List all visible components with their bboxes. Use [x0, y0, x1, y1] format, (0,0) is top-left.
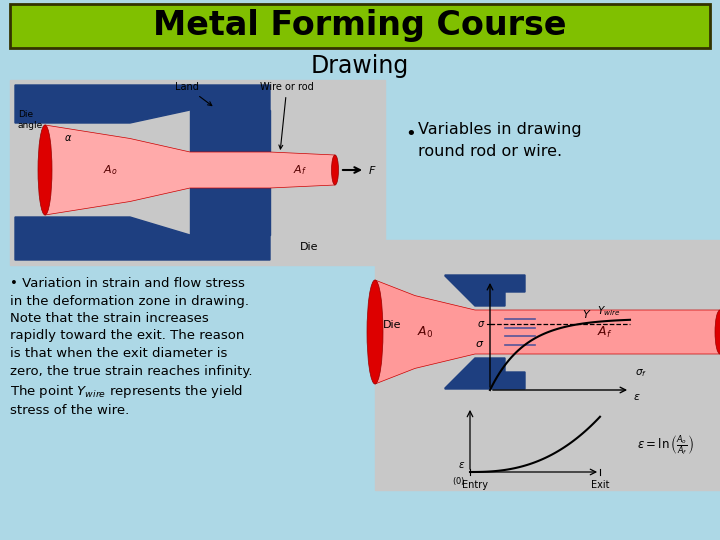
Text: •: • — [405, 125, 415, 143]
Text: $Y_{wire}$: $Y_{wire}$ — [597, 304, 620, 318]
Text: $\alpha$: $\alpha$ — [64, 133, 72, 143]
Ellipse shape — [38, 125, 52, 215]
Polygon shape — [190, 110, 270, 153]
Text: Entry: Entry — [462, 480, 488, 490]
Text: Wire or rod: Wire or rod — [260, 82, 314, 149]
Ellipse shape — [715, 310, 720, 354]
Text: $A_o$: $A_o$ — [103, 163, 117, 177]
Polygon shape — [445, 275, 525, 306]
Text: Die: Die — [383, 320, 402, 330]
Text: Die: Die — [300, 242, 318, 252]
Bar — [375, 240, 720, 490]
Text: Die
angle: Die angle — [18, 110, 43, 130]
Polygon shape — [15, 217, 270, 260]
Text: Exit: Exit — [590, 480, 609, 490]
Text: Metal Forming Course: Metal Forming Course — [153, 10, 567, 43]
Text: $\sigma_f$: $\sigma_f$ — [635, 368, 647, 380]
FancyBboxPatch shape — [10, 4, 710, 48]
Polygon shape — [190, 187, 270, 235]
Text: Land: Land — [175, 82, 212, 106]
Ellipse shape — [367, 280, 383, 384]
Text: $A_0$: $A_0$ — [417, 325, 433, 340]
Polygon shape — [15, 85, 270, 123]
Text: $\sigma$: $\sigma$ — [474, 339, 484, 349]
Text: $\varepsilon$: $\varepsilon$ — [458, 461, 465, 470]
Text: $Y$: $Y$ — [582, 308, 591, 320]
Polygon shape — [445, 358, 525, 389]
Text: $\varepsilon$: $\varepsilon$ — [633, 392, 641, 402]
Text: $\sigma$: $\sigma$ — [477, 319, 485, 329]
Ellipse shape — [331, 155, 338, 185]
Text: • Variation in strain and flow stress
in the deformation zone in drawing.
Note t: • Variation in strain and flow stress in… — [10, 277, 253, 417]
Bar — [10, 80, 385, 265]
Text: $A_f$: $A_f$ — [293, 163, 307, 177]
Text: $\varepsilon = \ln\left(\frac{A_o}{A_f}\right)$: $\varepsilon = \ln\left(\frac{A_o}{A_f}\… — [636, 434, 693, 458]
Text: Drawing: Drawing — [311, 54, 409, 78]
Text: $(0)$: $(0)$ — [452, 475, 465, 487]
Polygon shape — [45, 125, 335, 215]
Text: $A_f$: $A_f$ — [598, 325, 613, 340]
Text: Variables in drawing
round rod or wire.: Variables in drawing round rod or wire. — [418, 122, 582, 159]
Text: $F$: $F$ — [368, 164, 377, 176]
Polygon shape — [375, 280, 720, 384]
